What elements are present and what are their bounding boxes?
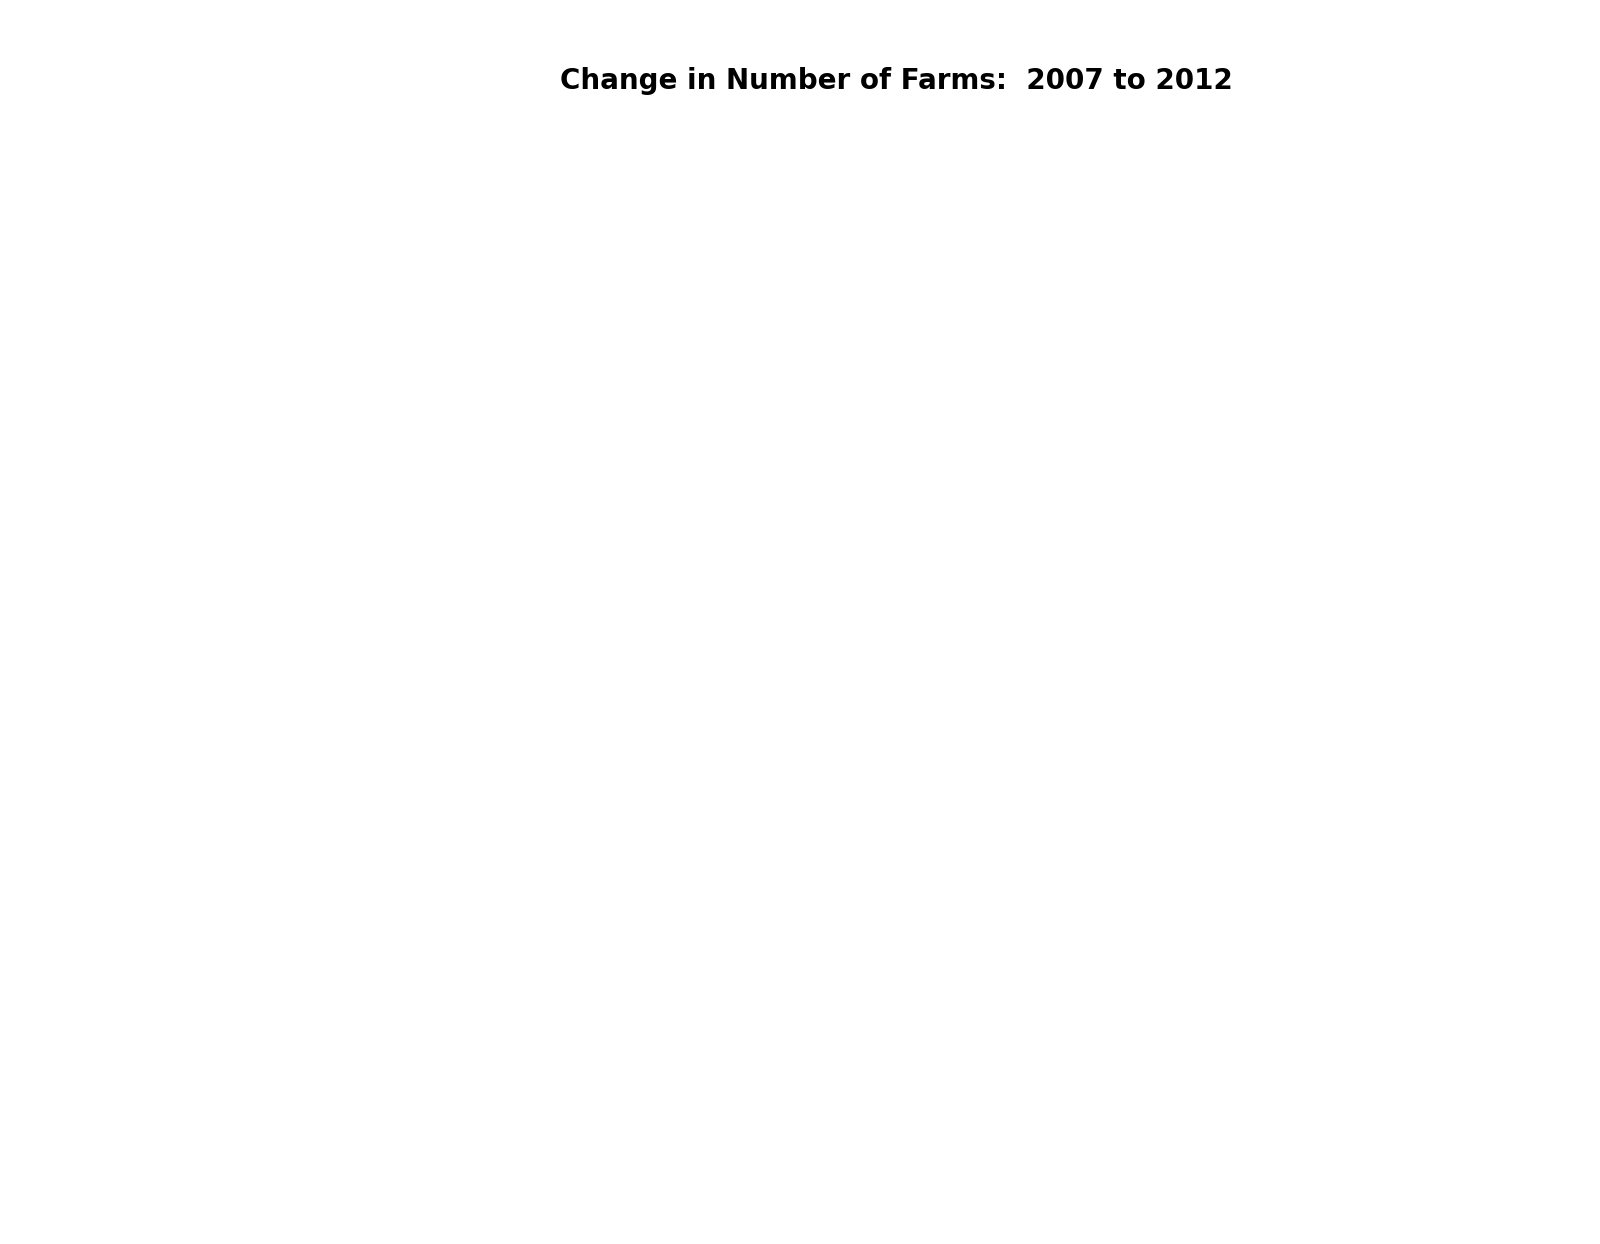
Text: Change in Number of Farms:  2007 to 2012: Change in Number of Farms: 2007 to 2012 (560, 67, 1232, 95)
